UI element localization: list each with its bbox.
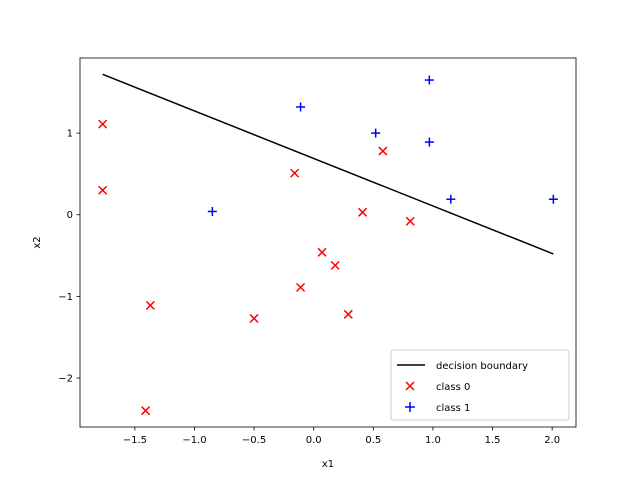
legend-class-0-swatch	[405, 381, 415, 391]
point-class-1-4	[424, 75, 434, 85]
x-tick-label-3: 0.0	[306, 435, 322, 446]
point-class-1-3	[424, 137, 434, 147]
axes-layer: −1.5 −1.0 −0.5 0.0 0.5 1.0 1.5 2.0 −2 −1 0 1	[58, 129, 560, 446]
legend: decision boundary class 0 class 1	[390, 349, 570, 421]
legend-boundary-label: decision boundary	[436, 361, 528, 372]
point-class-1-6	[548, 194, 558, 204]
x-tick-label-2: −0.5	[242, 435, 266, 446]
y-tick-label-1: −1	[58, 292, 73, 303]
legend-class-1-label: class 1	[436, 403, 470, 414]
point-class-0-7	[317, 247, 327, 257]
point-class-1-0	[207, 206, 217, 216]
point-class-1-5	[446, 194, 456, 204]
x-tick-label-5: 1.0	[425, 435, 441, 446]
x-tick-label-1: −1.0	[182, 435, 206, 446]
point-class-0-1	[98, 185, 108, 195]
data-layer	[98, 73, 558, 416]
y-tick-label-0: −2	[58, 374, 73, 385]
point-class-0-2	[145, 300, 155, 310]
point-class-0-0	[98, 119, 108, 129]
legend-class-0-label: class 0	[436, 382, 470, 393]
point-class-0-12	[405, 216, 415, 226]
x-tick-label-6: 1.5	[485, 435, 501, 446]
point-class-1-1	[296, 102, 306, 112]
point-class-0-4	[249, 313, 259, 323]
point-class-0-9	[343, 309, 353, 319]
point-class-0-10	[358, 207, 368, 217]
y-tick-label-3: 1	[67, 129, 73, 140]
x-tick-label-7: 2.0	[544, 435, 560, 446]
point-class-0-5	[290, 168, 300, 178]
point-class-0-3	[141, 406, 151, 416]
plot-area-frame	[79, 57, 577, 428]
point-class-0-8	[330, 260, 340, 270]
x-tick-label-4: 0.5	[365, 435, 381, 446]
y-axis-label: x2	[32, 236, 43, 248]
decision-boundary-line	[102, 73, 554, 255]
x-axis-label: x1	[322, 459, 334, 470]
point-class-0-6	[296, 282, 306, 292]
legend-class-1-swatch	[405, 402, 415, 412]
x-tick-label-0: −1.5	[123, 435, 147, 446]
legend-frame	[390, 349, 570, 421]
y-tick-label-2: 0	[67, 210, 73, 221]
point-class-1-2	[371, 128, 381, 138]
point-class-0-11	[378, 146, 388, 156]
